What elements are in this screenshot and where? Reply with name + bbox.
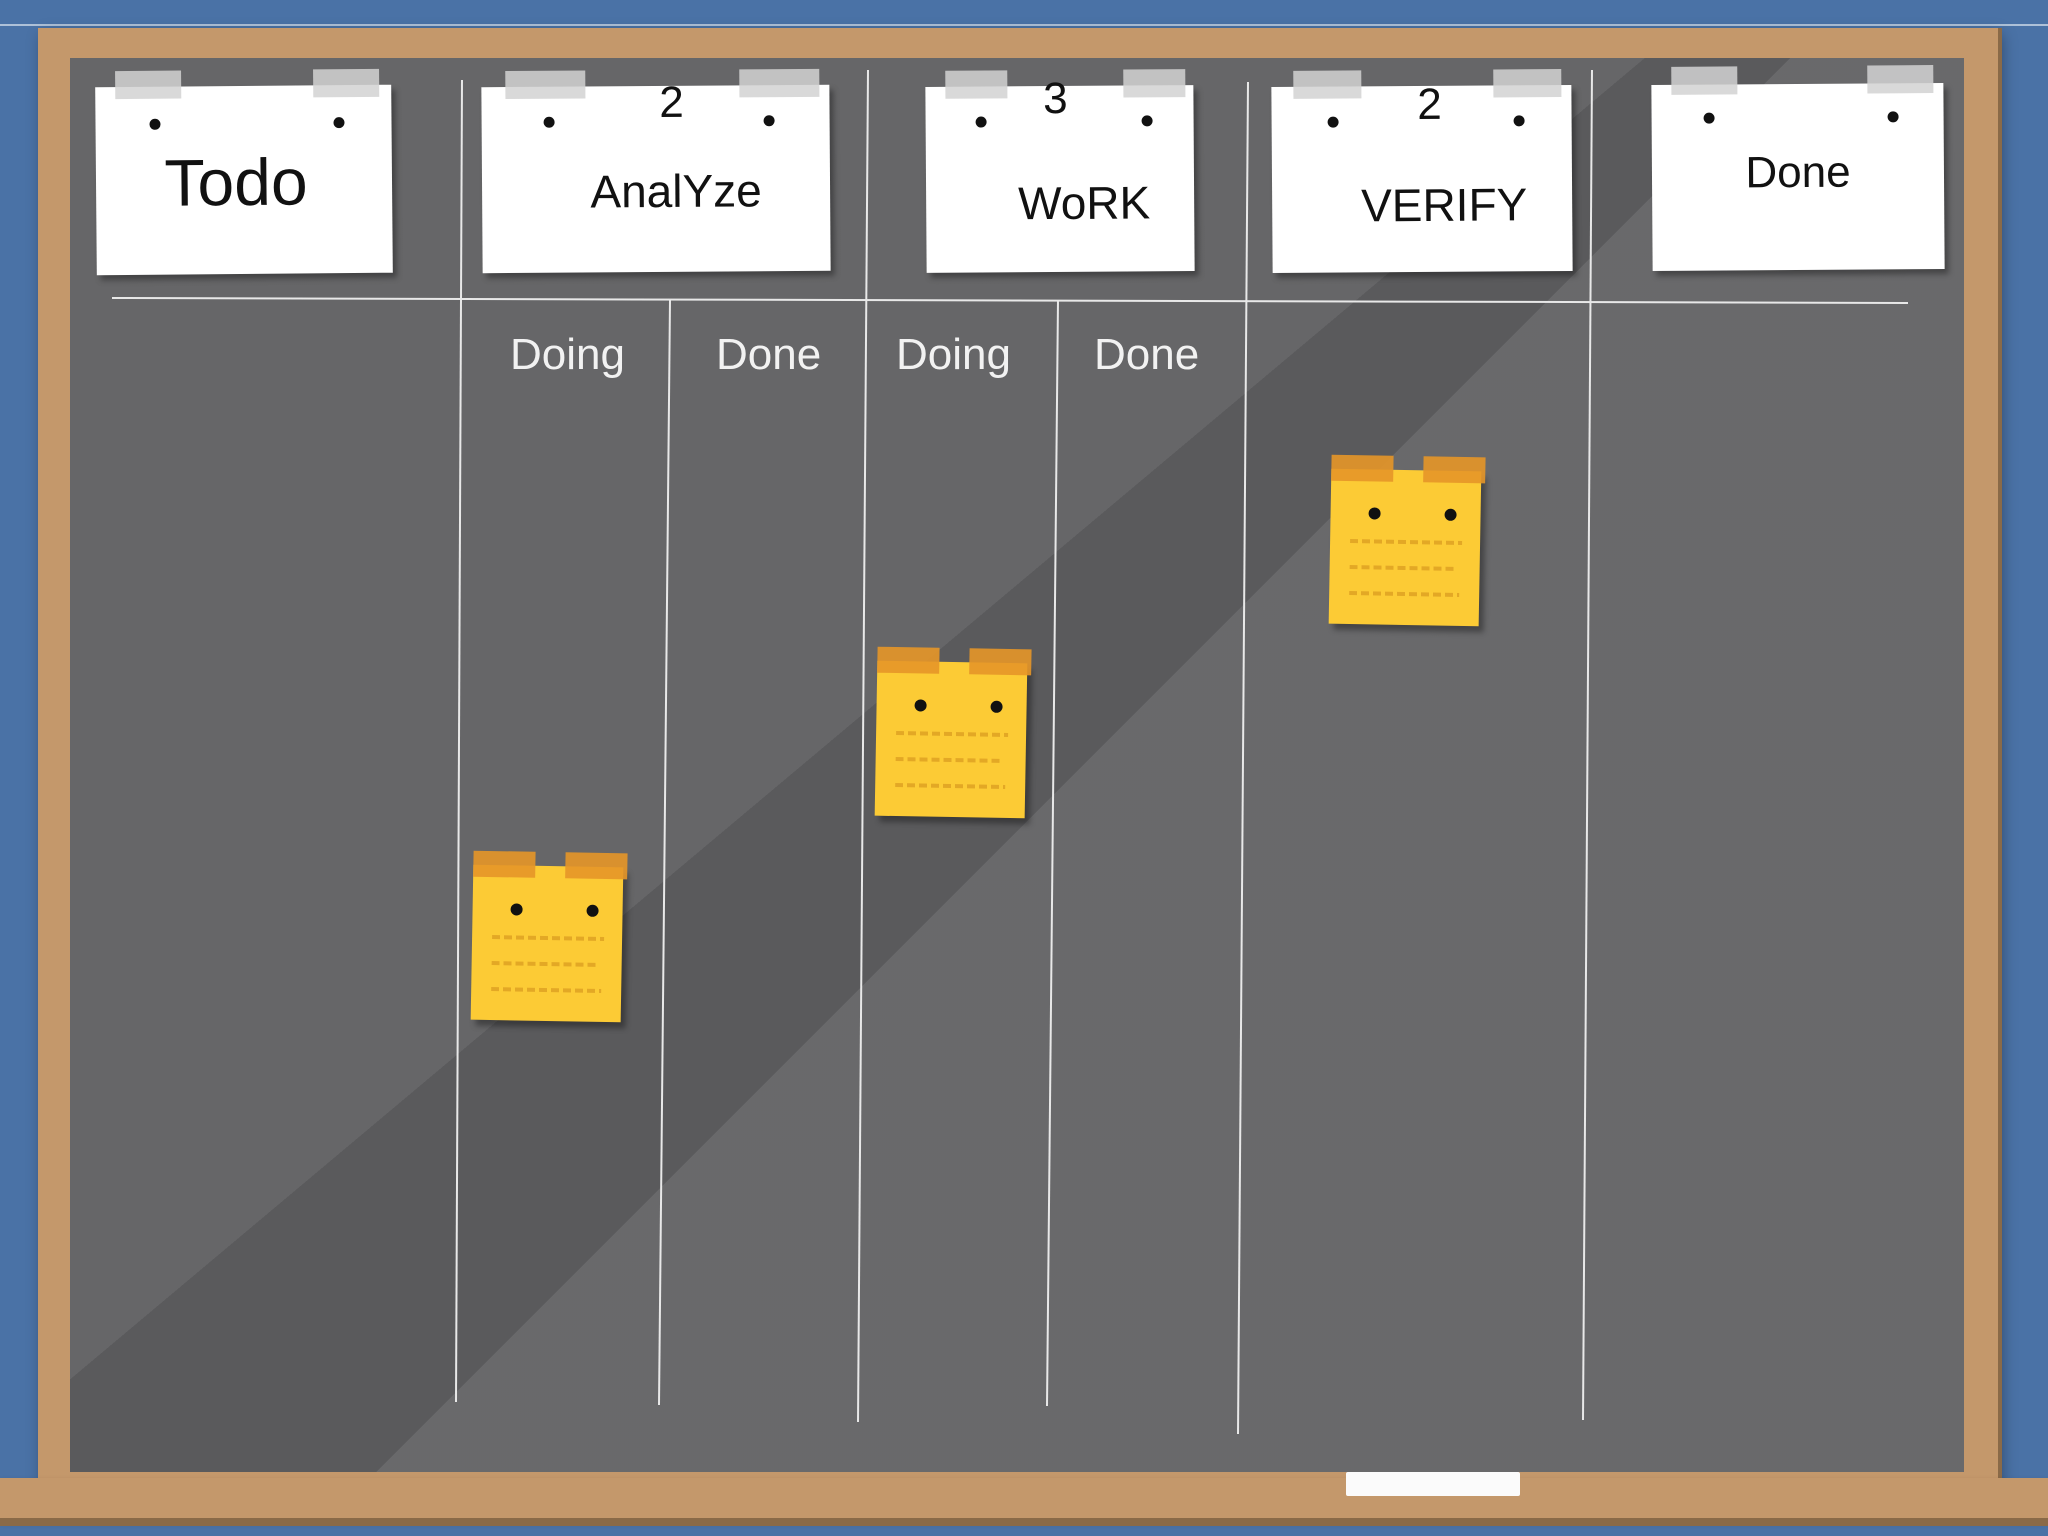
note-scribble	[896, 731, 1009, 737]
divider-analyze-sub	[658, 299, 671, 1406]
board-frame-edge	[1998, 28, 2002, 1500]
pin-icon	[1887, 111, 1899, 123]
divider-todo-analyze	[455, 79, 463, 1403]
column-title: VERIFY	[1360, 178, 1528, 232]
column-header-todo: Todo	[95, 68, 393, 276]
column-title: AnalYze	[590, 164, 762, 218]
pin-icon	[149, 118, 161, 130]
divider-verify-done	[1582, 69, 1593, 1421]
wall-stripe	[0, 24, 2048, 26]
tape	[1671, 66, 1738, 95]
pin-icon	[1444, 508, 1457, 521]
column-title: Todo	[164, 144, 308, 220]
pin-icon	[1368, 507, 1381, 520]
tape	[565, 852, 628, 880]
pin-icon	[586, 904, 599, 917]
pin-icon	[914, 699, 927, 712]
tape	[969, 648, 1032, 676]
sticky-note-analyze-doing[interactable]	[470, 850, 628, 1023]
tape	[945, 70, 1008, 99]
pin-icon	[1513, 115, 1525, 127]
note-scribble	[492, 935, 605, 941]
column-title: Done	[1745, 147, 1851, 198]
note-scribble	[491, 987, 602, 993]
tape	[1293, 70, 1362, 99]
note-scribble	[895, 757, 1000, 763]
pin-icon	[990, 700, 1003, 713]
tape	[473, 850, 536, 878]
pin-icon	[1703, 112, 1715, 124]
tape	[1331, 454, 1394, 482]
column-title: WoRK	[1017, 176, 1151, 230]
note-scribble	[895, 783, 1006, 789]
chalk-tray	[0, 1478, 2048, 1518]
pin-icon	[975, 116, 987, 128]
tape	[1123, 69, 1186, 98]
column-header-done: Done	[1651, 65, 1945, 272]
note-scribble	[491, 961, 596, 967]
pin-icon	[763, 115, 775, 127]
tape	[877, 646, 940, 674]
tape	[739, 68, 820, 98]
column-header-verify: 2 VERIFY	[1271, 69, 1573, 274]
tape	[313, 68, 380, 98]
divider-work-verify	[1237, 81, 1249, 1435]
column-header-work: 3 WoRK	[925, 69, 1195, 273]
subcolumn-work-doing: Doing	[896, 330, 1011, 379]
wip-limit: 2	[659, 77, 684, 127]
header-divider	[111, 297, 1909, 304]
pin-icon	[510, 903, 523, 916]
tape	[1423, 456, 1486, 484]
chalk-tray-edge	[0, 1518, 2048, 1526]
note-scribble	[1350, 539, 1463, 545]
divider-analyze-work	[857, 69, 869, 1423]
note-scribble	[1349, 565, 1454, 571]
wip-limit: 3	[1043, 73, 1068, 124]
pin-icon	[1141, 115, 1153, 127]
tape	[115, 70, 182, 100]
sticky-note-work-doing[interactable]	[874, 646, 1032, 819]
column-header-analyze: 2 AnalYze	[481, 68, 831, 274]
tape	[1867, 65, 1934, 94]
tape	[1493, 69, 1562, 98]
subcolumn-work-done: Done	[1094, 330, 1200, 379]
pin-icon	[333, 117, 345, 129]
sticky-note-verify[interactable]	[1328, 454, 1486, 627]
chalk-piece[interactable]	[1346, 1472, 1520, 1496]
subcolumn-analyze-done: Done	[716, 330, 822, 379]
pin-icon	[543, 116, 555, 128]
wip-limit: 2	[1417, 79, 1442, 130]
subcolumn-analyze-doing: Doing	[510, 330, 625, 379]
note-scribble	[1349, 591, 1460, 597]
divider-work-sub	[1046, 299, 1059, 1407]
tape	[505, 70, 586, 100]
pin-icon	[1327, 116, 1339, 128]
